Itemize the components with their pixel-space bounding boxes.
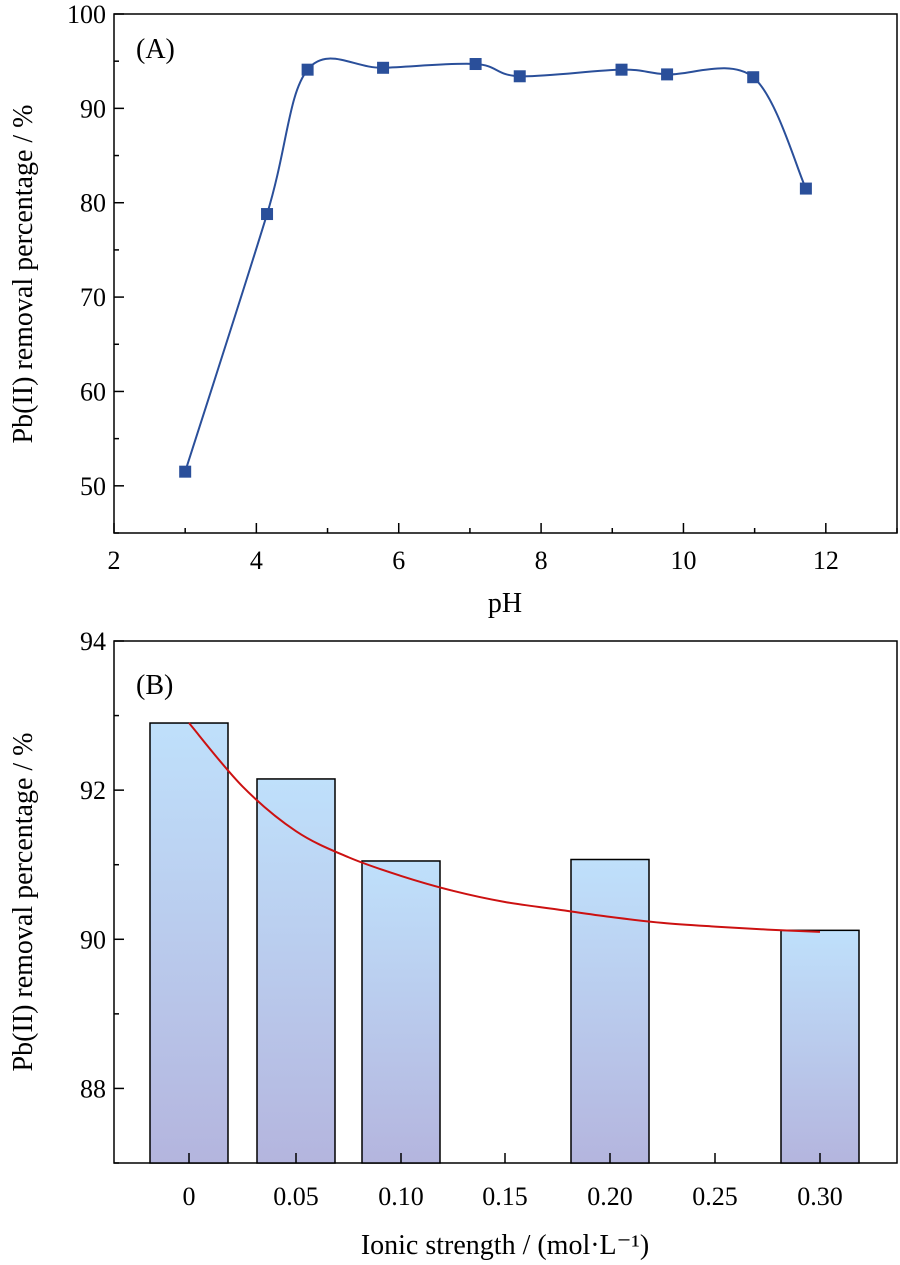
panel-b-bar: [256, 778, 336, 1164]
panel-a-xlabel: pH: [488, 588, 522, 619]
panel-a-xtick-label: 8: [535, 546, 548, 575]
panel-b-ytick-label: 90: [80, 925, 106, 954]
panel-a-point: [747, 71, 760, 84]
panel-b-xtick-label: 0.20: [587, 1182, 633, 1211]
panel-b-bar: [149, 722, 229, 1164]
panel-b-xtick-label: 0.05: [273, 1182, 319, 1211]
panel-a-xtick-label: 10: [670, 546, 696, 575]
panel-b-ticks: 0 0.05 0.10 0.15 0.20 0.25 0.30 88 90 92 94: [80, 627, 843, 1211]
panel-a-plot-frame: [113, 13, 898, 534]
panel-a-label: (A): [136, 34, 175, 65]
panel-a-ylabel: Pb(II) removal percentage / %: [8, 105, 39, 444]
panel-b-xtick-label: 0.10: [378, 1182, 424, 1211]
panel-a-point: [261, 208, 274, 221]
panel-a-ticks: 2 4 6 8 10 12 50 60 70 80 90 100: [67, 0, 898, 575]
panel-a-point: [301, 63, 314, 76]
panel-a-series-line: [184, 57, 807, 472]
panel-a-ytick-label: 90: [80, 94, 106, 123]
panel-a-xtick-label: 6: [392, 546, 405, 575]
panel-b-bars: [149, 722, 860, 1164]
panel-a-xtick-label: 4: [250, 546, 263, 575]
panel-b-ylabel: Pb(II) removal percentage / %: [8, 733, 39, 1072]
panel-b-ytick-label: 92: [80, 776, 106, 805]
panel-b-fit-curve: [188, 722, 821, 933]
panel-a-ytick-label: 50: [80, 472, 106, 501]
panel-b-xtick-label: 0.30: [797, 1182, 843, 1211]
panel-a-ytick-label: 100: [67, 0, 106, 29]
panel-b-bar: [570, 858, 650, 1164]
panel-a-point: [799, 182, 812, 195]
panel-a-point: [615, 63, 628, 76]
panel-b-xtick-label: 0.25: [692, 1182, 738, 1211]
panel-a-ytick-label: 70: [80, 283, 106, 312]
panel-b-ionic-chart: 0 0.05 0.10 0.15 0.20 0.25 0.30 88 90 92 94 (B) Io…: [8, 627, 898, 1261]
panel-a-ytick-label: 80: [80, 189, 106, 218]
panel-a-point: [661, 68, 674, 81]
panel-b-ytick-label: 94: [80, 627, 106, 656]
panel-a-points: [179, 58, 812, 478]
panel-b-xtick-label: 0.15: [482, 1182, 528, 1211]
panel-a-ph-chart: 2 4 6 8 10 12 50 60 70 80 90 100 (A) pH Pb(II) remo…: [8, 0, 898, 619]
panel-a-point: [469, 58, 482, 71]
panel-a-xtick-label: 2: [108, 546, 121, 575]
panel-a-point: [377, 61, 390, 74]
panel-a-ytick-label: 60: [80, 377, 106, 406]
panel-b-bar: [361, 860, 441, 1164]
panel-b-xlabel: Ionic strength / (mol·L⁻¹): [361, 1230, 649, 1261]
panel-b-label: (B): [136, 670, 173, 701]
panel-b-xtick-label: 0: [183, 1182, 196, 1211]
panel-b-ytick-label: 88: [80, 1074, 106, 1103]
panel-a-point: [179, 465, 192, 478]
panel-a-xtick-label: 12: [813, 546, 839, 575]
panel-b-bar: [780, 929, 860, 1164]
panel-a-point: [513, 70, 526, 83]
